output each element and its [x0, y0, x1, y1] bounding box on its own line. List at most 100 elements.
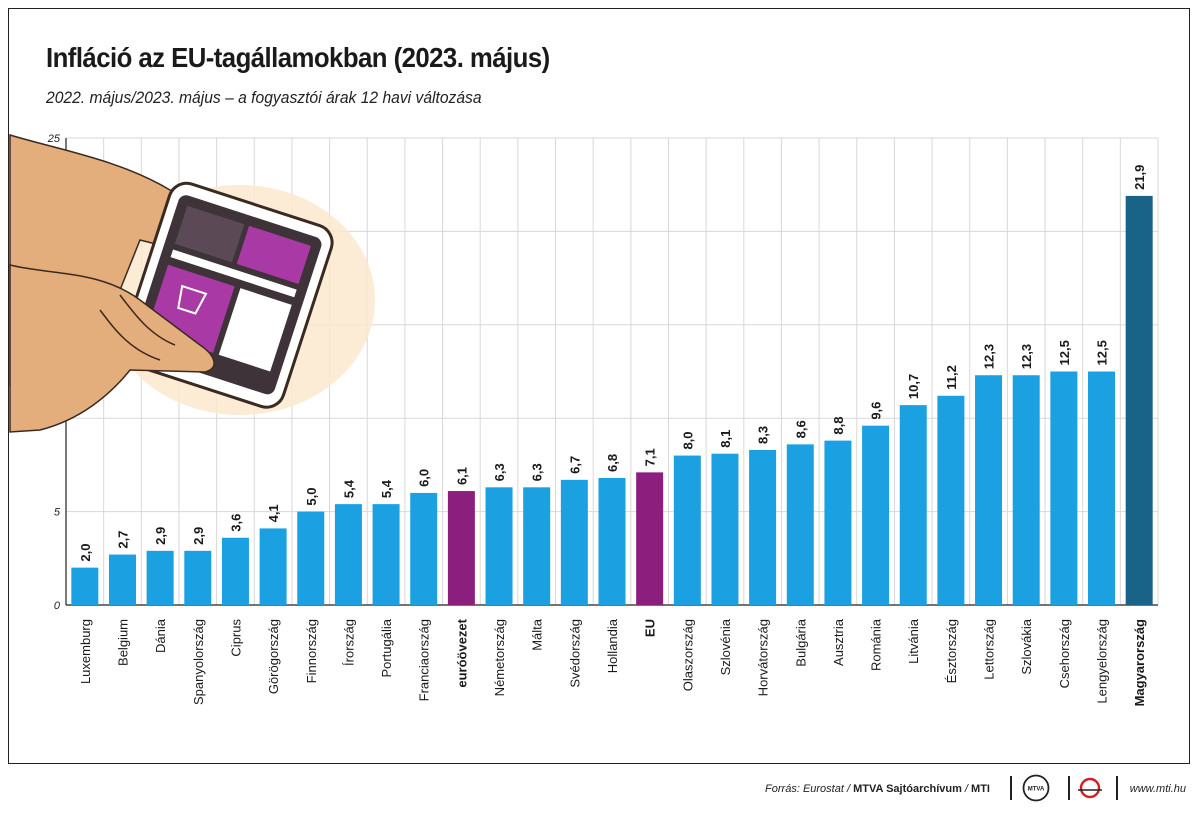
- footer: Forrás: Eurostat / MTVA Sajtóarchívum / …: [0, 772, 1200, 812]
- value-label: 8,3: [756, 426, 771, 444]
- category-label: Románia: [869, 618, 884, 671]
- value-label: 21,9: [1132, 165, 1147, 190]
- value-label: 12,5: [1095, 340, 1110, 365]
- site-url: www.mti.hu: [1129, 783, 1186, 795]
- category-label: Észtország: [944, 619, 959, 683]
- footer-divider: [1068, 776, 1070, 800]
- category-label: Finnország: [304, 619, 319, 683]
- category-label: Franciaország: [417, 619, 432, 701]
- category-label: euróövezet: [454, 618, 469, 687]
- value-label: 12,3: [1019, 344, 1034, 369]
- y-ticks-layer: 0 5 25: [47, 133, 61, 612]
- category-label: Magyarország: [1132, 619, 1147, 706]
- source-separator: /: [961, 783, 972, 795]
- y-tick-label: 0: [54, 600, 61, 612]
- category-label: Portugália: [379, 618, 394, 677]
- y-tick-label: 25: [47, 133, 61, 145]
- value-label: 11,2: [944, 365, 959, 390]
- bar: [410, 492, 438, 605]
- category-label: Horvátország: [756, 619, 771, 696]
- bar: [673, 455, 701, 605]
- value-label: 8,6: [793, 420, 808, 438]
- source-text: Forrás: Eurostat / MTVA Sajtóarchívum / …: [765, 783, 990, 795]
- value-label: 10,7: [906, 374, 921, 399]
- value-label: 6,0: [417, 469, 432, 487]
- bars-layer: [71, 195, 1153, 605]
- bar: [184, 550, 212, 605]
- bar: [711, 453, 739, 605]
- bar: [899, 405, 927, 605]
- bar: [598, 477, 626, 605]
- category-label: Hollandia: [605, 618, 620, 673]
- value-label: 5,0: [304, 488, 319, 506]
- category-label: Spanyolország: [191, 619, 206, 705]
- phone-shopping-illustration: [9, 133, 375, 433]
- value-label: 2,7: [115, 530, 130, 548]
- bar: [334, 504, 362, 605]
- svg-text:MTVA: MTVA: [1028, 787, 1045, 793]
- bar: [560, 479, 588, 605]
- bar: [1012, 375, 1040, 605]
- category-label: EU: [643, 619, 658, 637]
- value-label: 3,6: [228, 514, 243, 532]
- value-label: 6,3: [492, 463, 507, 481]
- category-label: Lettország: [982, 619, 997, 680]
- bar: [221, 537, 249, 605]
- value-label: 8,0: [680, 431, 695, 449]
- value-label: 2,9: [191, 527, 206, 545]
- category-label: Görögország: [266, 619, 281, 694]
- bar: [297, 511, 325, 605]
- category-label: Litvánia: [906, 618, 921, 664]
- bar: [824, 440, 852, 605]
- source-agency: MTVA Sajtóarchívum: [853, 783, 962, 795]
- category-label: Belgium: [115, 619, 130, 666]
- bar: [786, 444, 814, 605]
- category-label: Málta: [530, 618, 545, 651]
- value-label: 9,6: [869, 402, 884, 420]
- category-label: Lengyelország: [1095, 619, 1110, 704]
- footer-divider: [1116, 776, 1118, 800]
- source-prefix: Forrás: Eurostat /: [765, 783, 854, 795]
- bar: [1088, 371, 1116, 605]
- category-label: Csehország: [1057, 619, 1072, 688]
- category-label: Ciprus: [228, 619, 243, 657]
- category-label: Írország: [341, 619, 356, 666]
- category-label: Ausztria: [831, 618, 846, 666]
- chart-subtitle: 2022. május/2023. május – a fogyasztói á…: [46, 88, 482, 107]
- value-label: 12,5: [1057, 340, 1072, 365]
- bar: [146, 550, 174, 605]
- value-label: 2,0: [78, 544, 93, 562]
- value-label: 6,8: [605, 454, 620, 472]
- bar: [108, 554, 136, 605]
- value-label: 12,3: [982, 344, 997, 369]
- footer-divider: [1010, 776, 1012, 800]
- mti-logo-icon: [1078, 777, 1102, 799]
- category-label: Szlovénia: [718, 618, 733, 675]
- source-mti: MTI: [971, 783, 990, 795]
- bar: [749, 449, 777, 605]
- value-label: 5,4: [341, 479, 356, 498]
- value-label: 4,1: [266, 504, 281, 522]
- value-label: 6,7: [567, 456, 582, 474]
- bar: [1050, 371, 1078, 605]
- value-label: 5,4: [379, 479, 394, 498]
- bar: [636, 472, 664, 605]
- bar: [975, 375, 1003, 605]
- category-label: Bulgária: [793, 618, 808, 666]
- bar: [485, 487, 513, 605]
- category-labels-layer: Luxemburg Belgium Dánia Spanyolország Ciprus…: [78, 618, 1147, 706]
- value-label: 8,1: [718, 430, 733, 448]
- category-label: Svédország: [567, 619, 582, 688]
- y-tick-label: 5: [54, 507, 61, 519]
- category-label: Dánia: [153, 618, 168, 653]
- chart-title: Infláció az EU-tagállamokban (2023. máju…: [46, 42, 550, 73]
- value-label: 2,9: [153, 527, 168, 545]
- category-label: Németország: [492, 619, 507, 696]
- bar: [523, 487, 551, 605]
- bar: [447, 491, 475, 605]
- category-label: Luxemburg: [78, 619, 93, 684]
- value-labels-layer: 2,0 2,7 2,9 2,9 3,6 4,1 5,0 5,4 5,4 6,0 6,1 6,3 6,3 6…: [78, 165, 1147, 562]
- bar-chart: 2,0 2,7 2,9 2,9 3,6 4,1 5,0 5,4 5,4 6,0 6,1 6,3 6,3 6…: [9, 133, 1159, 706]
- bar: [372, 504, 400, 605]
- value-label: 7,1: [643, 448, 658, 466]
